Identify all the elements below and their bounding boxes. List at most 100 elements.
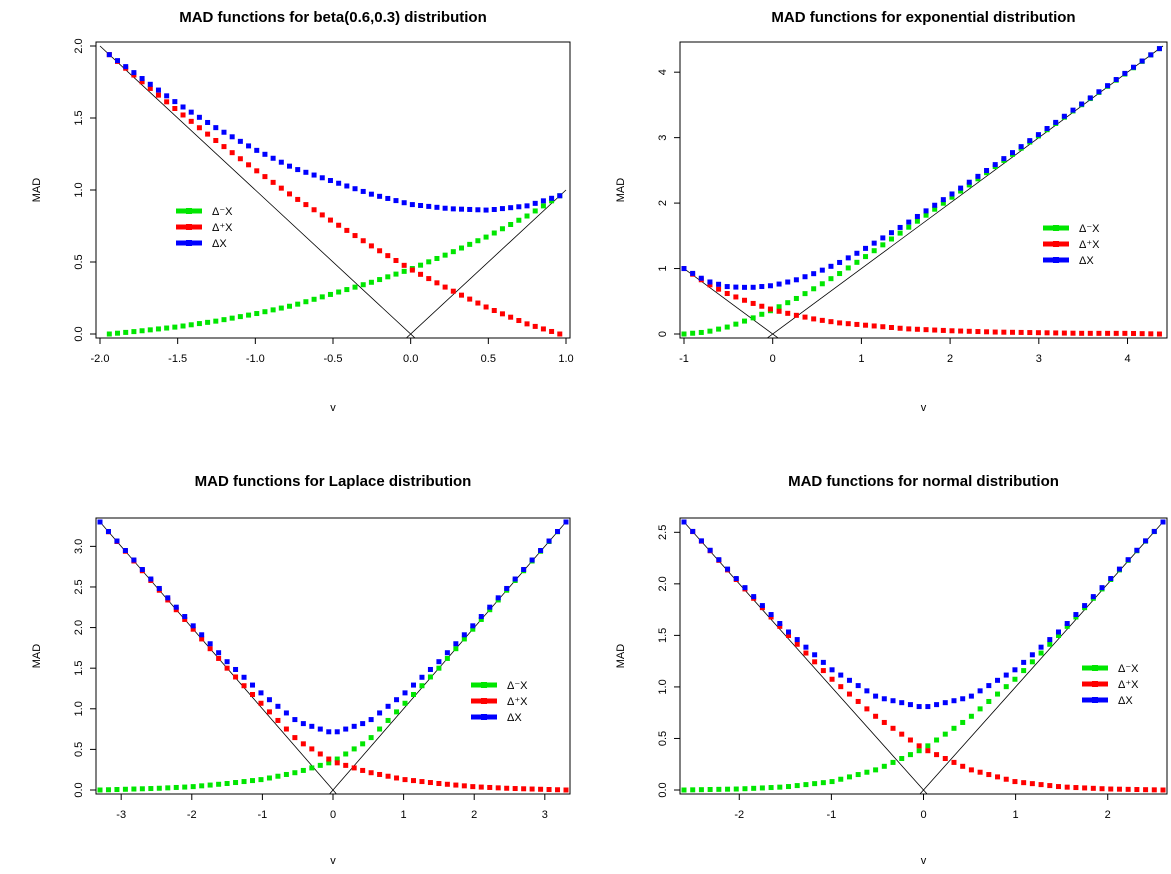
data-point — [881, 696, 887, 702]
data-point — [1061, 330, 1067, 336]
legend-marker — [481, 714, 487, 720]
data-point — [139, 76, 145, 82]
data-point — [504, 585, 510, 591]
data-point — [767, 306, 773, 312]
data-point — [213, 137, 219, 143]
data-point — [512, 786, 518, 792]
data-point — [352, 233, 358, 239]
data-point — [1131, 64, 1137, 70]
data-point — [360, 282, 366, 288]
data-point — [864, 706, 870, 712]
data-point — [319, 294, 325, 300]
data-point — [155, 87, 161, 93]
data-point — [888, 324, 894, 330]
data-point — [499, 206, 505, 212]
data-point — [351, 746, 357, 752]
data-point — [368, 279, 374, 285]
data-point — [934, 752, 940, 758]
data-point — [254, 311, 260, 317]
data-point — [233, 666, 239, 672]
data-point — [491, 207, 497, 213]
data-point — [811, 271, 817, 277]
data-point — [793, 277, 799, 283]
data-point — [156, 585, 162, 591]
data-point — [855, 683, 861, 689]
data-point — [343, 762, 349, 768]
x-tick-label: -2 — [734, 809, 744, 821]
data-point — [681, 787, 687, 793]
legend-label: Δ⁻X — [1079, 223, 1100, 235]
data-point — [270, 179, 276, 185]
data-point — [309, 723, 315, 729]
data-point — [402, 777, 408, 783]
data-point — [188, 322, 194, 328]
data-point — [309, 746, 315, 752]
data-point — [750, 300, 756, 306]
data-point — [283, 771, 289, 777]
data-point — [155, 326, 161, 332]
data-point — [724, 291, 730, 297]
legend-marker — [1053, 241, 1059, 247]
data-point — [467, 206, 473, 212]
data-point — [871, 323, 877, 329]
data-point — [546, 538, 552, 544]
data-point — [1027, 138, 1033, 144]
data-point — [1012, 779, 1018, 785]
data-point — [470, 784, 476, 790]
data-point — [925, 748, 931, 754]
data-point — [418, 262, 424, 268]
data-point — [977, 706, 983, 712]
data-point — [180, 323, 186, 329]
data-point — [698, 329, 704, 335]
data-point — [1096, 330, 1102, 336]
data-point — [1096, 89, 1102, 95]
data-point — [828, 319, 834, 325]
data-point — [828, 276, 834, 282]
data-point — [951, 759, 957, 765]
y-tick-label: 0.0 — [73, 782, 85, 797]
data-point — [837, 259, 843, 265]
data-point — [923, 327, 929, 333]
data-point — [516, 204, 522, 210]
data-point — [394, 697, 400, 703]
data-point — [812, 659, 818, 665]
data-point — [182, 614, 188, 620]
data-point — [864, 769, 870, 775]
data-point — [410, 682, 416, 688]
data-point — [925, 704, 931, 710]
x-axis-label: v — [921, 855, 927, 867]
data-point — [881, 719, 887, 725]
data-point — [377, 277, 383, 283]
legend-label: Δ⁻X — [212, 206, 233, 218]
data-point — [759, 303, 765, 309]
data-point — [750, 284, 756, 290]
data-point — [751, 594, 757, 600]
data-point — [114, 787, 120, 793]
data-point — [436, 665, 442, 671]
data-point — [1003, 672, 1009, 678]
data-point — [224, 659, 230, 665]
data-point — [1064, 621, 1070, 627]
series-1 — [106, 193, 563, 337]
legend-label: ΔX — [212, 238, 227, 250]
data-point — [707, 282, 713, 288]
data-point — [532, 208, 538, 214]
data-point — [767, 283, 773, 289]
reference-line-right — [405, 189, 567, 338]
data-point — [785, 310, 791, 316]
series-3 — [681, 519, 1166, 710]
data-point — [829, 779, 835, 785]
data-point — [975, 329, 981, 335]
panel-2: MAD functions for exponential distributi… — [615, 9, 1168, 414]
data-point — [984, 167, 990, 173]
data-point — [459, 245, 465, 251]
legend: Δ⁻X Δ⁺X ΔX — [1043, 223, 1100, 267]
data-point — [368, 735, 374, 741]
series-3 — [106, 52, 563, 213]
data-point — [1012, 676, 1018, 682]
data-point — [986, 698, 992, 704]
data-point — [1055, 784, 1061, 790]
data-point — [216, 655, 222, 661]
data-point — [768, 612, 774, 618]
